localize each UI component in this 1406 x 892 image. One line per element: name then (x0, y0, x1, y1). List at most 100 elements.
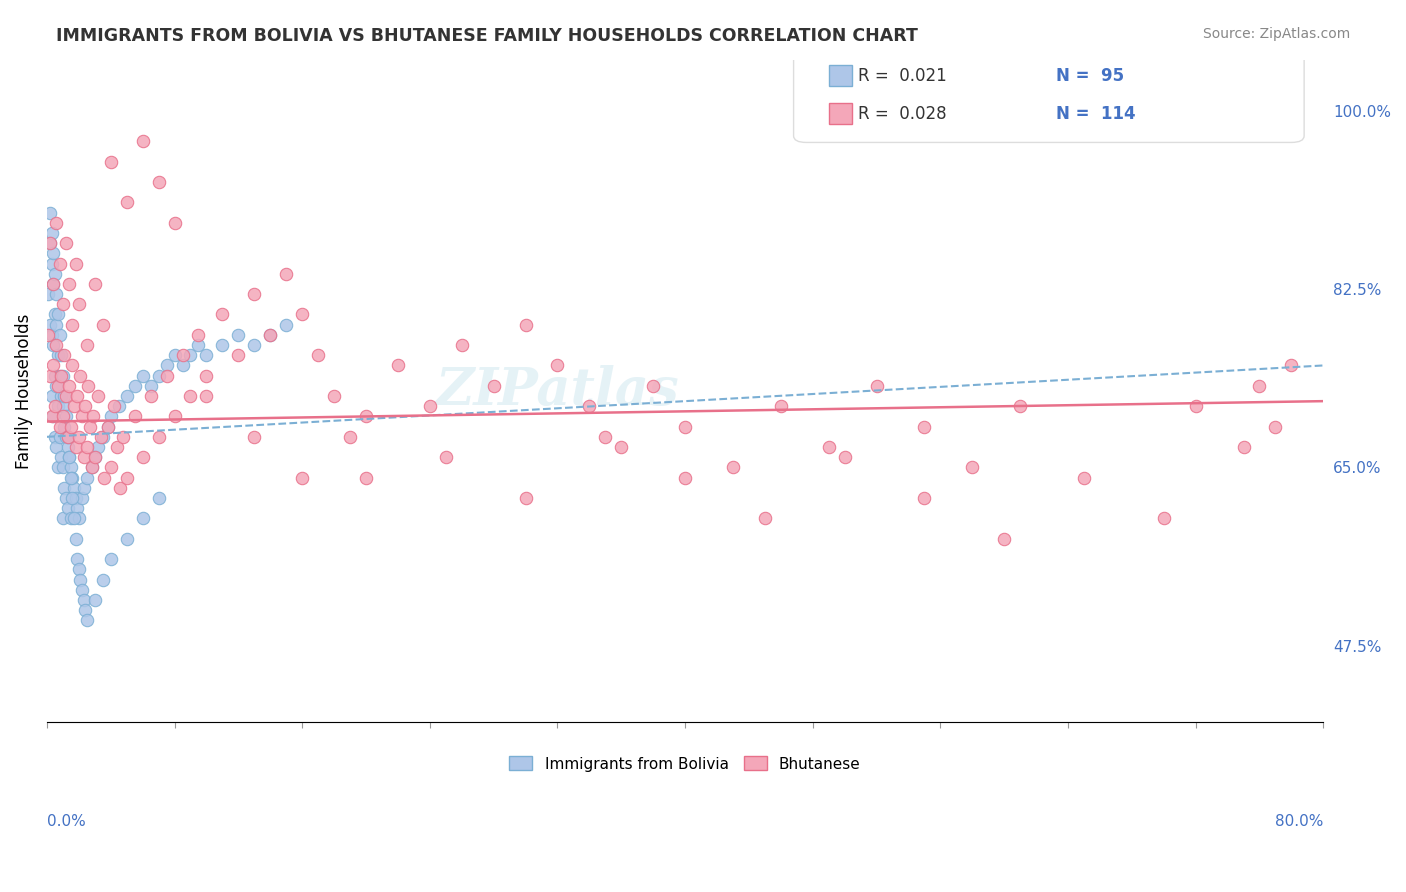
Point (83, 277, 105, 291)
Point (100, 552, 122, 566)
Point (105, 440, 128, 454)
Text: R =  0.021: R = 0.021 (858, 67, 946, 85)
Point (673, 419, 696, 434)
Point (42, 359, 65, 373)
Point (41, 226, 63, 240)
Point (44, 267, 66, 281)
Point (69, 573, 91, 587)
Point (42, 277, 65, 291)
Point (52, 409, 75, 424)
Text: 80.0%: 80.0% (1275, 814, 1323, 829)
Point (59, 470, 82, 484)
Point (53, 348, 76, 362)
Point (63, 481, 86, 495)
Point (70, 409, 93, 424)
Point (90, 430, 112, 444)
Point (1232, 440, 1254, 454)
FancyBboxPatch shape (793, 53, 1305, 143)
Point (912, 419, 935, 434)
Point (110, 481, 132, 495)
Point (44, 430, 66, 444)
Point (45, 318, 67, 332)
Point (82, 409, 104, 424)
Text: Source: ZipAtlas.com: Source: ZipAtlas.com (1202, 27, 1350, 41)
Point (48, 256, 70, 270)
Point (53, 481, 76, 495)
Point (1279, 359, 1302, 373)
Point (1184, 399, 1206, 413)
Point (610, 440, 633, 454)
Point (65, 491, 87, 505)
Point (387, 359, 409, 373)
Point (91, 318, 114, 332)
Point (42, 409, 65, 424)
Point (578, 399, 600, 413)
Point (58, 450, 80, 465)
Point (63, 399, 86, 413)
Point (59, 511, 82, 525)
Point (45, 338, 67, 352)
Point (39, 236, 62, 251)
Point (243, 287, 266, 301)
Point (179, 348, 201, 362)
Point (211, 308, 233, 322)
Point (75, 399, 97, 413)
Point (44, 399, 66, 413)
Point (55, 236, 77, 251)
Point (70, 582, 93, 597)
Point (52, 460, 75, 475)
Point (155, 368, 177, 383)
Point (148, 430, 170, 444)
Point (55, 389, 77, 403)
Point (42, 338, 65, 352)
Text: IMMIGRANTS FROM BOLIVIA VS BHUTANESE FAMILY HOUSEHOLDS CORRELATION CHART: IMMIGRANTS FROM BOLIVIA VS BHUTANESE FAM… (56, 27, 918, 45)
Point (643, 379, 665, 393)
Point (434, 450, 457, 465)
Point (39, 318, 62, 332)
Point (79, 419, 101, 434)
Point (595, 430, 617, 444)
Point (37, 327, 59, 342)
Point (354, 470, 377, 484)
Point (211, 338, 233, 352)
FancyBboxPatch shape (830, 65, 852, 87)
Point (62, 470, 84, 484)
Point (58, 379, 80, 393)
Point (42, 277, 65, 291)
Point (139, 389, 162, 403)
Point (41, 327, 63, 342)
Point (195, 368, 218, 383)
Point (148, 175, 170, 189)
Point (865, 379, 887, 393)
Point (46, 348, 69, 362)
Point (546, 359, 568, 373)
Point (48, 419, 70, 434)
Point (112, 430, 135, 444)
Point (243, 338, 266, 352)
Point (515, 491, 537, 505)
Point (62, 359, 84, 373)
Point (754, 511, 776, 525)
Point (163, 409, 186, 424)
Point (172, 348, 194, 362)
Point (124, 409, 146, 424)
Point (46, 379, 69, 393)
Point (72, 593, 94, 607)
Point (107, 399, 129, 413)
Point (259, 327, 281, 342)
Point (131, 368, 153, 383)
Point (65, 440, 87, 454)
Point (87, 389, 110, 403)
Point (63, 511, 86, 525)
Point (45, 440, 67, 454)
Point (72, 481, 94, 495)
Legend: Immigrants from Bolivia, Bhutanese: Immigrants from Bolivia, Bhutanese (503, 750, 868, 778)
Point (450, 338, 472, 352)
Point (323, 389, 346, 403)
Point (76, 440, 98, 454)
Point (259, 327, 281, 342)
Point (39, 205, 62, 219)
Point (163, 348, 186, 362)
Text: N =  95: N = 95 (1056, 67, 1123, 85)
Point (55, 409, 77, 424)
